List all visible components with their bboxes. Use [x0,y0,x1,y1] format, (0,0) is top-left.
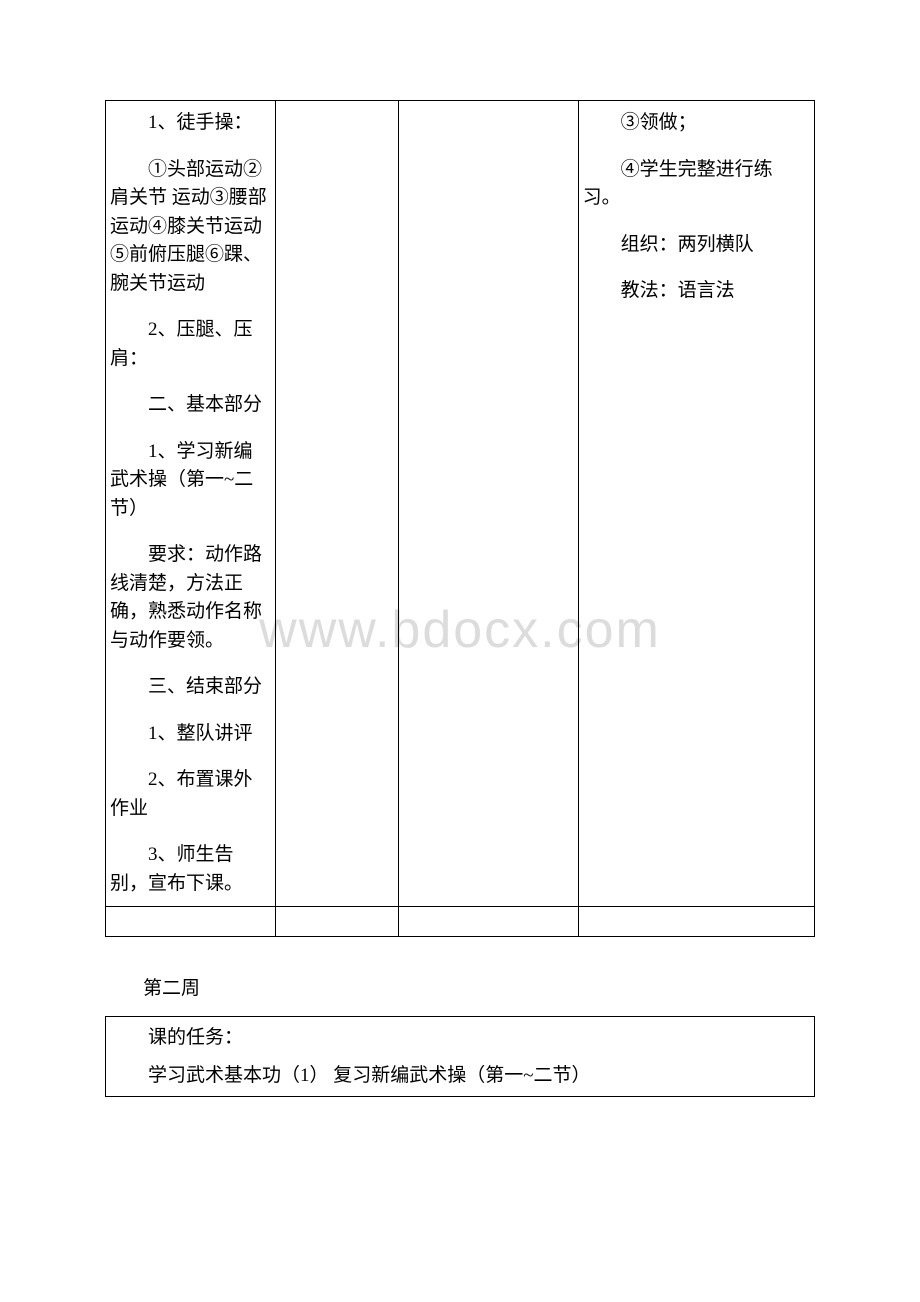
empty-cell [106,907,276,937]
content-cell-col3 [398,101,578,907]
paragraph-text: 1、徒手操： [110,109,271,138]
paragraph-text: 1、学习新编武术操（第一~二节） [110,438,271,524]
paragraph-text: 2、布置课外作业 [110,766,271,823]
table-row: 课的任务： 学习武术基本功（1） 复习新编武术操（第一~二节） [106,1017,815,1097]
paragraph-text: ③领做； [583,109,810,138]
content-cell-col4: ③领做； ④学生完整进行练习。 组织：两列横队 教法：语言法 [578,101,814,907]
paragraph-text: 教法：语言法 [583,277,810,306]
section-header: 第二周 [105,973,815,1000]
table-row-empty [106,907,815,937]
paragraph-text: 学习武术基本功（1） 复习新编武术操（第一~二节） [110,1061,810,1091]
empty-cell [275,907,398,937]
empty-cell [398,907,578,937]
paragraph-text: 课的任务： [110,1023,810,1053]
task-table: 课的任务： 学习武术基本功（1） 复习新编武术操（第一~二节） [105,1016,815,1097]
paragraph-text: 1、整队讲评 [110,720,271,749]
task-cell: 课的任务： 学习武术基本功（1） 复习新编武术操（第一~二节） [106,1017,815,1097]
paragraph-text: 二、基本部分 [110,391,271,420]
paragraph-text: 要求：动作路线清楚，方法正确，熟悉动作名称与动作要领。 [110,541,271,655]
content-cell-col2 [275,101,398,907]
paragraph-text: ④学生完整进行练习。 [583,156,810,213]
paragraph-text: 三、结束部分 [110,673,271,702]
paragraph-text: ①头部运动②肩关节 运动③腰部运动④膝关节运动⑤前俯压腿⑥踝、腕关节运动 [110,156,271,299]
paragraph-text: 组织：两列横队 [583,231,810,260]
table-row: 1、徒手操： ①头部运动②肩关节 运动③腰部运动④膝关节运动⑤前俯压腿⑥踝、腕关… [106,101,815,907]
content-cell-col1: 1、徒手操： ①头部运动②肩关节 运动③腰部运动④膝关节运动⑤前俯压腿⑥踝、腕关… [106,101,276,907]
empty-cell [578,907,814,937]
paragraph-text: 2、压腿、压肩： [110,316,271,373]
paragraph-text: 3、师生告别，宣布下课。 [110,841,271,898]
main-content-table: 1、徒手操： ①头部运动②肩关节 运动③腰部运动④膝关节运动⑤前俯压腿⑥踝、腕关… [105,100,815,937]
